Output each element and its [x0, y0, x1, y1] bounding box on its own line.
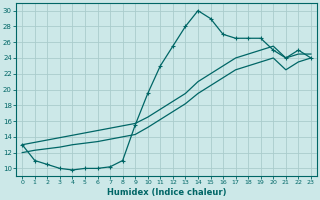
X-axis label: Humidex (Indice chaleur): Humidex (Indice chaleur): [107, 188, 226, 197]
